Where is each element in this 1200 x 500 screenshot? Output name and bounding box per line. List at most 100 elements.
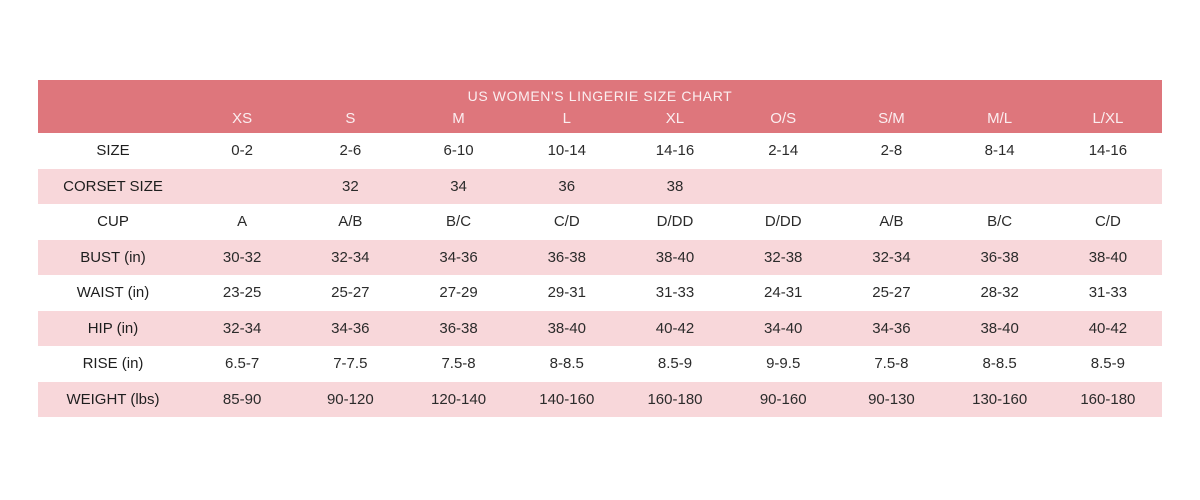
row-label-cell: SIZE [96, 142, 130, 160]
table-row: CUP A A/B B/C C/D D/DD D/DD A/B B/C C/D [38, 204, 1162, 240]
size-column-header-xl: XL [620, 107, 730, 133]
chart-title: US WOMEN'S LINGERIE SIZE CHART [38, 80, 1162, 107]
table-row: WAIST (in) 23-25 25-27 27-29 29-31 31-33 24-31… [38, 275, 1162, 311]
size-column-header-xs: XS [188, 107, 297, 133]
value-cell: 0-2 [231, 142, 253, 160]
value-cell: 29-31 [547, 284, 586, 302]
size-column-header-s-m: S/M [837, 107, 946, 133]
value-cell: 90-160 [759, 390, 807, 408]
table-row: CORSET SIZE 32 34 36 38 [38, 168, 1162, 205]
lingerie-size-chart: US WOMEN'S LINGERIE SIZE CHART XS S M L XL O/… [38, 80, 1162, 417]
size-column-header-m-l: M/L [945, 107, 1054, 133]
value-cell: 8-8.5 [982, 355, 1017, 373]
size-chart-body: SIZE 0-2 2-6 6-10 10-14 14-16 2-14 2-8 8-14 14-16… [38, 133, 1162, 417]
value-cell: 90-120 [326, 390, 374, 408]
row-label-cell: CORSET SIZE [63, 177, 163, 195]
value-cell: 34-36 [872, 319, 911, 337]
value-cell: 24-31 [764, 284, 803, 302]
value-cell [188, 169, 296, 205]
value-cell: 32-34 [331, 248, 370, 266]
size-column-header-m: M [404, 107, 513, 133]
size-column-header-s: S [296, 107, 405, 133]
value-cell [1054, 169, 1162, 205]
value-cell: 160-180 [647, 390, 703, 408]
value-cell: 28-32 [980, 284, 1019, 302]
value-cell: 30-32 [222, 248, 262, 266]
value-cell: 9-9.5 [766, 355, 801, 373]
value-cell: 34-36 [331, 319, 370, 337]
row-label-cell: CUP [97, 213, 129, 231]
value-cell: 34 [450, 177, 467, 195]
value-cell: 36-38 [980, 248, 1019, 266]
value-cell: 140-160 [539, 390, 595, 408]
value-cell: 90-130 [868, 390, 915, 408]
value-cell: 36-38 [547, 248, 586, 266]
table-row: HIP (in) 32-34 34-36 36-38 38-40 40-42 34-40 34… [38, 310, 1162, 346]
size-column-header-l-xl: L/XL [1053, 107, 1162, 133]
value-cell: 6-10 [443, 142, 474, 160]
value-cell: 6.5-7 [225, 355, 260, 373]
row-label-cell: WEIGHT (lbs) [66, 390, 160, 408]
value-cell: 38-40 [1088, 248, 1128, 266]
value-cell: 2-14 [768, 142, 799, 160]
value-cell: 7-7.5 [333, 355, 368, 373]
value-cell: 34-36 [439, 248, 478, 266]
size-column-header-l: L [512, 107, 621, 133]
row-label-cell: RISE (in) [82, 355, 144, 373]
row-label-column-header [38, 107, 188, 133]
value-cell: 23-25 [222, 284, 262, 302]
value-cell: 130-160 [972, 390, 1028, 408]
value-cell: A/B [879, 213, 904, 231]
value-cell: 8-8.5 [549, 355, 584, 373]
value-cell: 31-33 [1088, 284, 1128, 302]
value-cell: 40-42 [655, 319, 695, 337]
value-cell: 85-90 [222, 390, 262, 408]
value-cell: D/DD [764, 213, 802, 231]
value-cell: 8.5-9 [1090, 355, 1125, 373]
value-cell: 38 [666, 177, 684, 195]
value-cell [946, 169, 1054, 205]
value-cell: 2-6 [339, 142, 362, 160]
value-cell: 7.5-8 [441, 355, 476, 373]
value-cell: 7.5-8 [874, 355, 909, 373]
value-cell: 25-27 [331, 284, 370, 302]
value-cell: 31-33 [655, 284, 695, 302]
value-cell: 32-34 [872, 248, 911, 266]
value-cell: 38-40 [547, 319, 586, 337]
column-header-row: XS S M L XL O/S S/M M/L L/XL [38, 107, 1162, 133]
value-cell: 32 [341, 177, 359, 195]
value-cell: 36-38 [439, 319, 478, 337]
value-cell: A/B [338, 213, 363, 231]
table-row: RISE (in) 6.5-7 7-7.5 7.5-8 8-8.5 8.5-9 9-9.5 7… [38, 346, 1162, 382]
table-row: BUST (in) 30-32 32-34 34-36 36-38 38-40 32-38 3… [38, 239, 1162, 275]
table-row: SIZE 0-2 2-6 6-10 10-14 14-16 2-14 2-8 8-14 14-16 [38, 133, 1162, 169]
size-chart-table: US WOMEN'S LINGERIE SIZE CHART XS S M L XL O/… [38, 80, 1162, 417]
value-cell: 38-40 [655, 248, 695, 266]
value-cell: D/DD [656, 213, 694, 231]
row-label-cell: WAIST (in) [76, 284, 150, 302]
value-cell: 8.5-9 [657, 355, 693, 373]
value-cell: 32-38 [764, 248, 803, 266]
value-cell [729, 169, 837, 205]
value-cell: 120-140 [431, 390, 487, 408]
value-cell: 14-16 [655, 142, 695, 160]
size-column-header-o-s: O/S [729, 107, 838, 133]
value-cell: 25-27 [872, 284, 911, 302]
value-cell: A [237, 213, 248, 231]
table-row: WEIGHT (lbs) 85-90 90-120 120-140 140-160 160… [38, 381, 1162, 417]
value-cell: B/C [446, 213, 472, 231]
row-label-cell: HIP (in) [87, 319, 139, 337]
row-label-cell: BUST (in) [80, 248, 146, 266]
value-cell: 34-40 [764, 319, 803, 337]
value-cell: 10-14 [547, 142, 586, 160]
value-cell: 40-42 [1088, 319, 1128, 337]
value-cell [837, 169, 945, 205]
value-cell: 38-40 [980, 319, 1019, 337]
value-cell: 27-29 [439, 284, 478, 302]
value-cell: 36 [558, 177, 576, 195]
title-row: US WOMEN'S LINGERIE SIZE CHART [38, 80, 1162, 107]
value-cell: C/D [553, 213, 580, 231]
value-cell: 8-14 [984, 142, 1015, 160]
value-cell: B/C [987, 213, 1013, 231]
value-cell: 2-8 [880, 142, 903, 160]
